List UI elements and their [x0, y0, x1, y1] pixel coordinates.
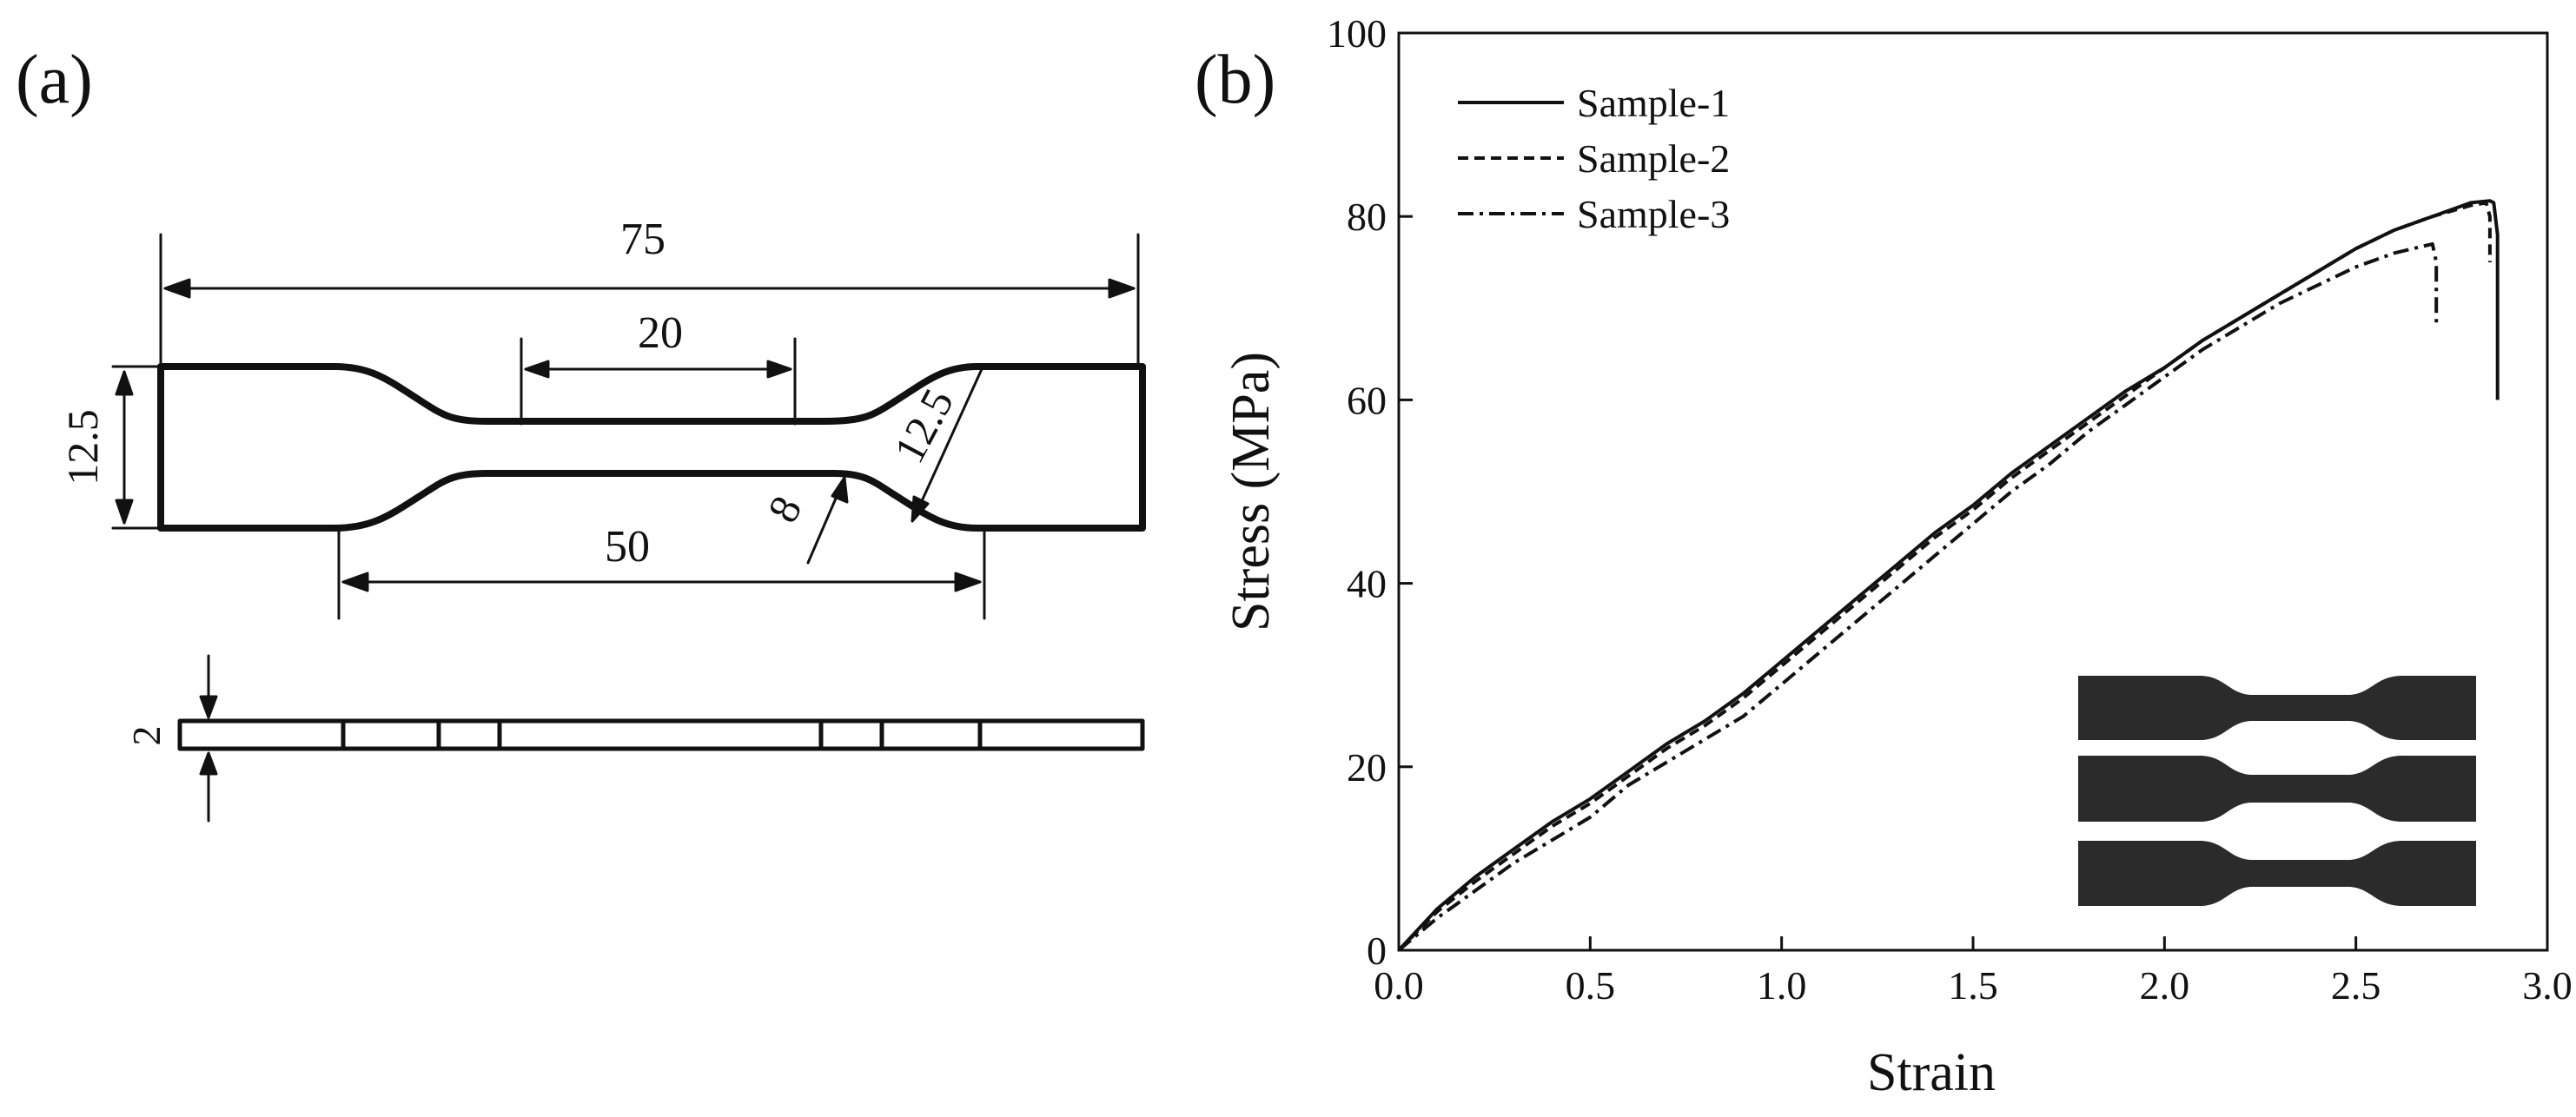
dim-label-thickness: 2 — [124, 726, 169, 746]
panel-a: (a) 75 20 12.5 — [16, 42, 1146, 823]
y-tick-label: 60 — [1347, 378, 1387, 422]
y-tick-label: 40 — [1347, 562, 1387, 606]
y-tick-label: 80 — [1347, 195, 1387, 239]
dim-thickness — [199, 654, 218, 823]
y-tick-label: 100 — [1327, 11, 1387, 56]
series-line-2 — [1397, 201, 2492, 952]
x-axis-label: Strain — [1867, 1043, 1996, 1102]
legend-label-1: Sample-1 — [1577, 81, 1730, 125]
y-tick-label: 20 — [1347, 745, 1387, 790]
dim-radius — [911, 367, 983, 523]
y-axis-ticks: 0 20 40 60 80 100 — [1327, 11, 1413, 973]
x-tick-label: 2.5 — [2331, 963, 2381, 1008]
dim-overall-length — [159, 233, 1140, 367]
specimen-photo-inset — [2068, 660, 2493, 921]
specimen-side-view — [177, 718, 1145, 751]
dim-label-50: 50 — [605, 522, 650, 572]
chart-plot: 0 20 40 60 80 100 0.0 0.5 1.0 1.5 2.0 2.5 3.0 Sampl… — [1327, 11, 2573, 1008]
x-tick-label: 1.5 — [1948, 963, 1998, 1008]
dim-label-width: 12.5 — [58, 409, 107, 486]
dim-label-20: 20 — [638, 308, 683, 358]
x-tick-label: 0.0 — [1374, 963, 1424, 1008]
dim-gauge-width — [806, 476, 849, 565]
specimen-photo-1 — [2078, 676, 2476, 740]
y-axis-label: Stress (MPa) — [1222, 352, 1281, 631]
series-layer — [1397, 199, 2500, 952]
series-line-3 — [1397, 241, 2439, 952]
specimen-photo-3 — [2078, 841, 2476, 906]
legend-label-3: Sample-3 — [1577, 192, 1730, 236]
specimen-outline — [157, 363, 1146, 532]
legend: Sample-1 Sample-2 Sample-3 — [1458, 81, 1730, 236]
x-tick-label: 0.5 — [1566, 963, 1616, 1008]
dim-label-8: 8 — [758, 488, 811, 530]
panel-a-label: (a) — [16, 42, 93, 118]
panel-b-label: (b) — [1195, 42, 1275, 118]
dim-width — [111, 365, 162, 530]
x-tick-label: 2.0 — [2140, 963, 2190, 1008]
legend-label-2: Sample-2 — [1577, 136, 1730, 181]
panel-b: (b) 0 20 40 60 80 100 0.0 0.5 1.0 1.5 2.0 2.5 3.0 S… — [1195, 11, 2573, 1102]
dim-gauge-length — [520, 337, 797, 426]
x-axis-ticks: 0.0 0.5 1.0 1.5 2.0 2.5 3.0 — [1374, 936, 2573, 1008]
y-tick-label: 0 — [1367, 929, 1387, 973]
x-tick-label: 3.0 — [2522, 963, 2573, 1008]
x-tick-label: 1.0 — [1757, 963, 1807, 1008]
dim-label-75: 75 — [620, 215, 666, 264]
specimen-photo-2 — [2078, 756, 2476, 822]
dim-label-radius: 12.5 — [884, 380, 964, 471]
dim-shoulder-distance — [337, 528, 986, 620]
